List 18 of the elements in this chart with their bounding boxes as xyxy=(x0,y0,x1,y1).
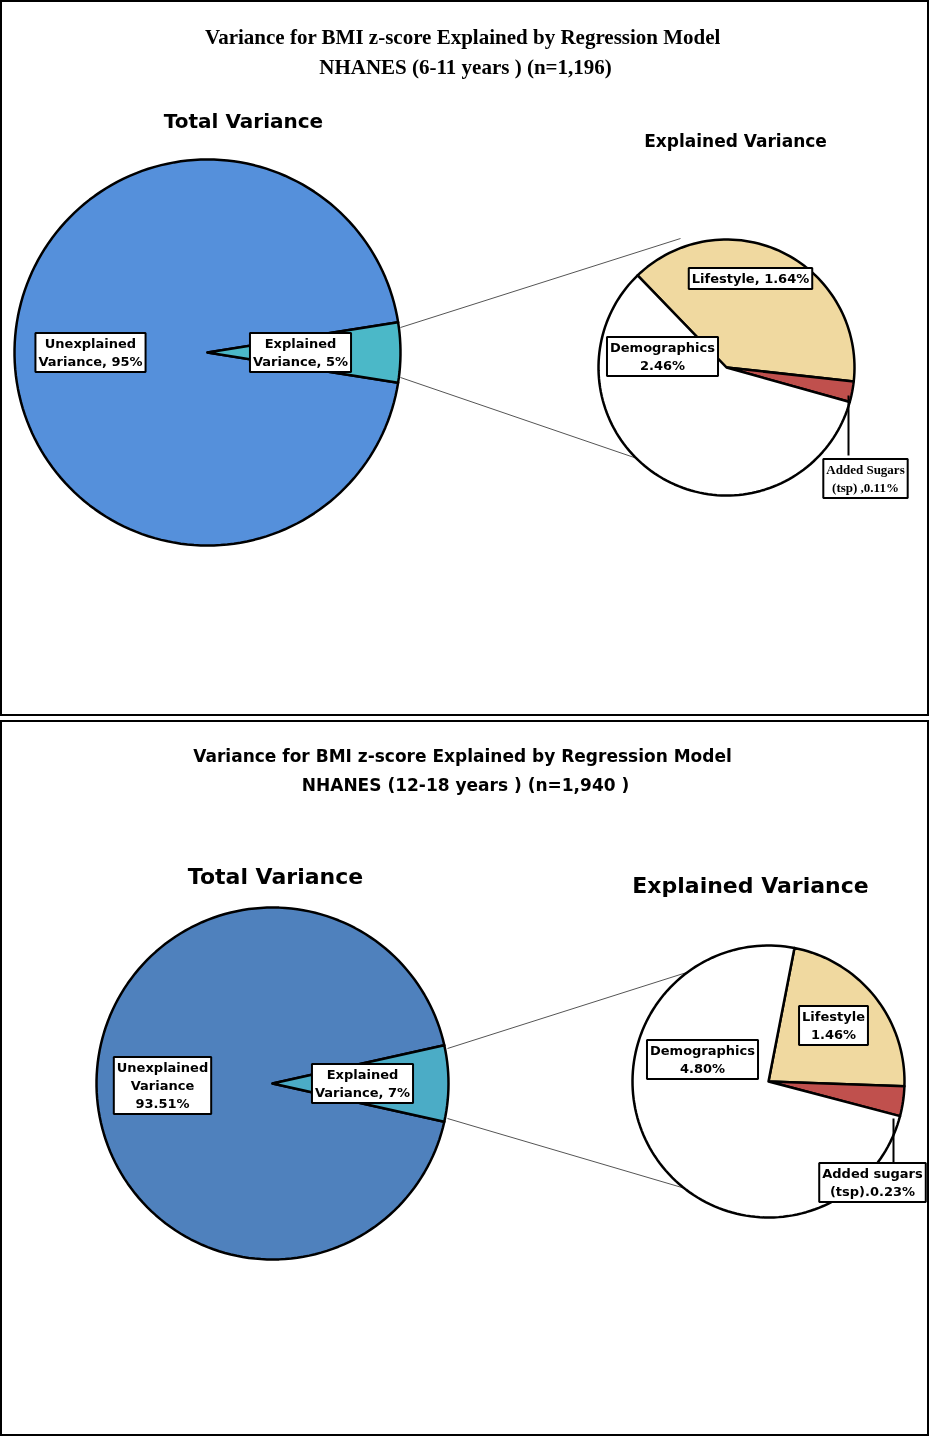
text: Variance for BMI z-score Explained by Regression Model xyxy=(204,24,721,49)
slice-label: Added Sugars (tsp) ,0.11% xyxy=(826,462,905,495)
text: Total Variance xyxy=(187,864,364,889)
slice-label: Unexplained Variance, 95% xyxy=(38,336,143,369)
text: NHANES (6-11 years ) (n=1,196) xyxy=(319,54,612,79)
slice-label: Lifestyle, 1.64% xyxy=(691,271,810,286)
slice-label: Lifestyle 1.46% xyxy=(802,1009,866,1042)
chart-title: Variance for BMI z-score Explained by Regression Model xyxy=(193,745,732,766)
text: Total Variance xyxy=(163,108,324,133)
slice-label: Added sugars (tsp).0.23% xyxy=(822,1166,924,1199)
slice-label: Explained Variance, 7% xyxy=(314,1067,411,1100)
slice-label: Explained Variance, 5% xyxy=(252,336,349,369)
text: Explained Variance xyxy=(632,873,869,898)
slice-label: Demographics 4.80% xyxy=(649,1043,756,1076)
text: Explained Variance xyxy=(644,130,827,151)
chart-subtitle: NHANES (12-18 years ) (n=1,940 ) xyxy=(301,774,630,795)
slice-label: Demographics 2.46% xyxy=(609,340,716,373)
slice-label: Unexplained Variance 93.51% xyxy=(116,1060,209,1111)
